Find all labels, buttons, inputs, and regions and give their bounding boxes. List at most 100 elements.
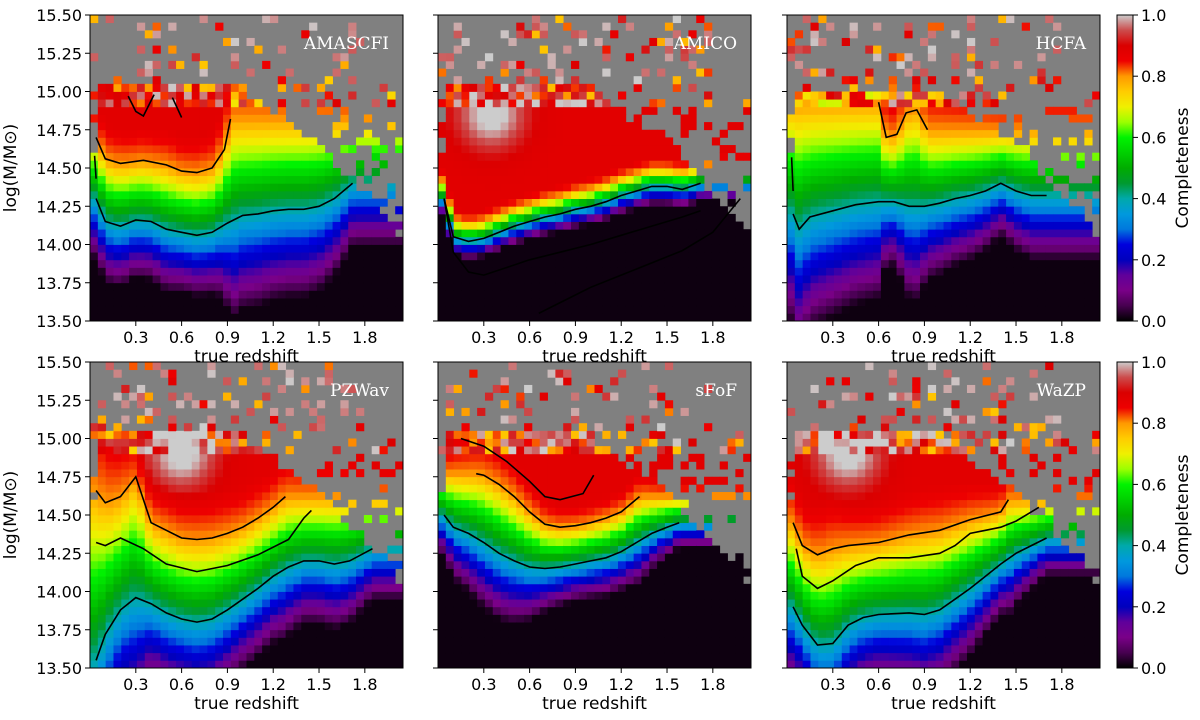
heatmap-cell	[160, 629, 169, 638]
heatmap-cell	[873, 229, 882, 238]
heatmap-cell	[246, 492, 255, 501]
heatmap-cell	[453, 30, 462, 39]
heatmap-cell	[438, 252, 447, 261]
heatmap-cell	[262, 438, 271, 447]
heatmap-cell	[657, 198, 666, 207]
heatmap-cell	[207, 530, 216, 539]
heatmap-cell	[230, 122, 240, 131]
heatmap-cell	[927, 198, 937, 207]
heatmap-cell	[246, 190, 255, 199]
heatmap-cell	[363, 221, 373, 230]
heatmap-cell	[602, 229, 611, 238]
heatmap-cell	[309, 145, 318, 154]
heatmap-cell	[340, 384, 349, 393]
heatmap-cell	[176, 152, 185, 161]
heatmap-cell	[1021, 168, 1030, 177]
heatmap-cell	[719, 206, 728, 215]
heatmap-cell	[951, 252, 960, 261]
heatmap-cell	[477, 469, 486, 478]
heatmap-cell	[547, 137, 556, 146]
heatmap-cell	[531, 206, 541, 215]
heatmap-cell	[818, 206, 827, 215]
heatmap-cell	[696, 221, 705, 230]
heatmap-cell	[461, 515, 470, 524]
heatmap-cell	[602, 290, 611, 299]
heatmap-cell	[246, 252, 255, 261]
heatmap-cell	[516, 252, 525, 261]
heatmap-cell	[920, 145, 929, 154]
heatmap-cell	[293, 137, 302, 146]
heatmap-cell	[625, 129, 635, 138]
heatmap-cell	[688, 175, 697, 184]
heatmap-cell	[199, 206, 208, 215]
heatmap-cell	[625, 298, 635, 307]
heatmap-cell	[508, 122, 517, 131]
heatmap-cell	[833, 106, 843, 115]
heatmap-cell	[340, 629, 349, 638]
heatmap-cell	[136, 190, 146, 199]
heatmap-cell	[144, 499, 153, 508]
heatmap-cell	[129, 206, 138, 215]
heatmap-cell	[301, 290, 310, 299]
x-tick-label: 1.8	[352, 328, 377, 347]
heatmap-cell	[113, 106, 122, 115]
heatmap-cell	[121, 492, 130, 501]
heatmap-cell	[833, 206, 843, 215]
heatmap-cell	[649, 305, 658, 314]
heatmap-cell	[508, 221, 517, 230]
heatmap-cell	[833, 221, 843, 230]
heatmap-cell	[966, 137, 976, 146]
heatmap-cell	[500, 290, 509, 299]
heatmap-cell	[461, 152, 470, 161]
heatmap-cell	[113, 160, 122, 169]
heatmap-cell	[160, 99, 169, 108]
heatmap-cell	[492, 129, 501, 138]
heatmap-cell	[1060, 152, 1070, 161]
heatmap-cell	[152, 560, 161, 569]
heatmap-cell	[230, 290, 240, 299]
heatmap-cell	[1060, 275, 1070, 284]
heatmap-cell	[469, 229, 478, 238]
heatmap-cell	[680, 53, 689, 62]
heatmap-cell	[340, 305, 349, 314]
heatmap-cell	[461, 106, 470, 115]
heatmap-cell	[841, 152, 850, 161]
heatmap-cell	[160, 438, 169, 447]
heatmap-cell	[539, 198, 548, 207]
heatmap-cell	[152, 652, 161, 661]
heatmap-cell	[395, 660, 404, 669]
heatmap-cell	[1021, 152, 1030, 161]
heatmap-cell	[865, 137, 874, 146]
heatmap-cell	[144, 252, 153, 261]
heatmap-cell	[959, 229, 968, 238]
heatmap-cell	[672, 145, 681, 154]
heatmap-cell	[1021, 282, 1030, 291]
heatmap-cell	[672, 305, 681, 314]
heatmap-cell	[144, 99, 153, 108]
heatmap-cell	[477, 629, 486, 638]
heatmap-cell	[207, 492, 216, 501]
heatmap-cell	[191, 622, 200, 631]
heatmap-cell	[160, 645, 169, 654]
heatmap-cell	[461, 430, 470, 439]
heatmap-cell	[191, 461, 200, 470]
heatmap-cell	[183, 583, 193, 592]
heatmap-cell	[849, 275, 858, 284]
heatmap-cell	[904, 267, 913, 276]
heatmap-cell	[927, 53, 937, 62]
heatmap-cell	[657, 229, 666, 238]
heatmap-cell	[524, 275, 533, 284]
heatmap-cell	[904, 137, 913, 146]
heatmap-cell	[547, 221, 556, 230]
heatmap-cell	[309, 168, 318, 177]
heatmap-cell	[826, 137, 835, 146]
heatmap-cell	[539, 259, 548, 268]
heatmap-cell	[641, 183, 650, 192]
heatmap-cell	[277, 522, 287, 531]
heatmap-cell	[238, 168, 247, 177]
heatmap-cell	[340, 221, 349, 230]
heatmap-cell	[998, 305, 1007, 314]
heatmap-cell	[168, 499, 177, 508]
heatmap-cell	[207, 275, 216, 284]
heatmap-cell	[285, 660, 294, 669]
